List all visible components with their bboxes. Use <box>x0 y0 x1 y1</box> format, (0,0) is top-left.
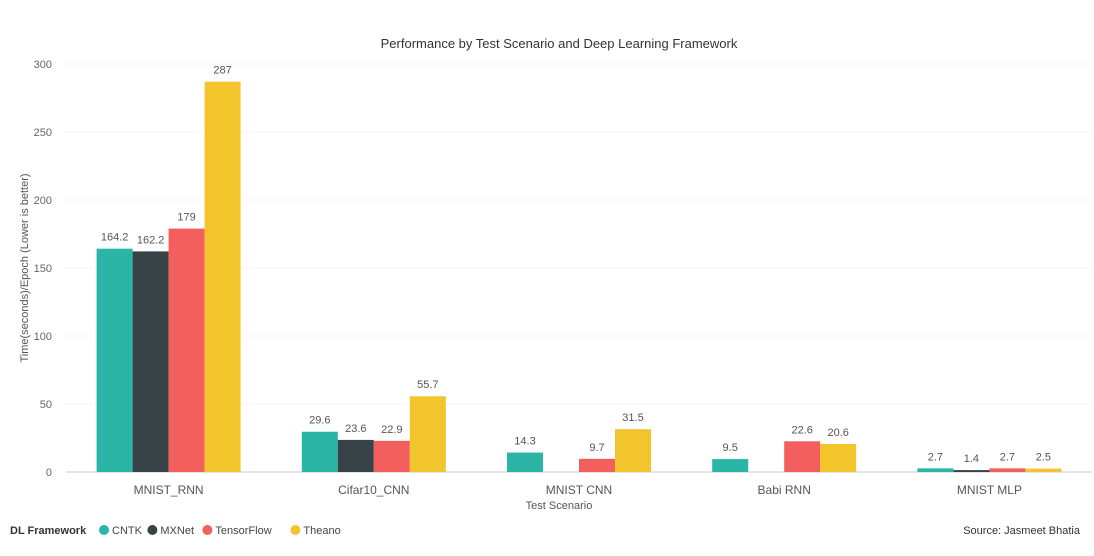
x-category-label: Babi RNN <box>758 483 811 497</box>
y-axis-ticks: 0 50 100 150 200 250 300 <box>34 59 52 479</box>
bar-cntk-0[interactable] <box>96 248 133 472</box>
source-note: Source: Jasmeet Bhatia <box>963 525 1081 537</box>
bar-theano-4[interactable] <box>1025 468 1062 472</box>
data-label: 287 <box>213 65 231 77</box>
y-tick-label: 300 <box>34 59 52 71</box>
legend-item-theano[interactable]: Theano <box>303 525 340 537</box>
x-axis-title: Test Scenario <box>526 500 593 512</box>
legend: DL Framework CNTK MXNet TensorFlow Theano <box>10 525 341 537</box>
legend-marker-tensorflow <box>202 525 213 535</box>
data-label: 9.5 <box>723 442 738 454</box>
data-label: 2.7 <box>928 451 943 463</box>
legend-item-mxnet[interactable]: MXNet <box>160 525 194 537</box>
legend-item-tensorflow[interactable]: TensorFlow <box>215 525 271 537</box>
bar-mxnet-4[interactable] <box>953 470 990 472</box>
data-labels: 164.2 162.2 179 287 29.6 23.6 22.9 55.7 14.3 9.7 3… <box>101 65 1051 465</box>
bar-mxnet-0[interactable] <box>132 251 169 472</box>
bar-cntk-4[interactable] <box>917 468 954 472</box>
legend-title: DL Framework <box>10 525 87 537</box>
x-axis-categories: MNIST_RNN Cifar10_CNN MNIST CNN Babi RNN MNI… <box>134 483 1022 497</box>
y-tick-label: 50 <box>40 399 52 411</box>
data-label: 162.2 <box>137 234 165 246</box>
data-label: 1.4 <box>964 453 979 465</box>
y-tick-label: 200 <box>34 195 52 207</box>
data-label: 20.6 <box>827 427 848 439</box>
bar-cntk-2[interactable] <box>507 452 543 472</box>
bar-mxnet-1[interactable] <box>337 439 374 472</box>
data-label: 2.7 <box>1000 451 1015 463</box>
chart-title: Performance by Test Scenario and Deep Le… <box>381 36 738 51</box>
legend-item-cntk[interactable]: CNTK <box>112 525 143 537</box>
data-label: 179 <box>177 212 195 224</box>
bar-tensorflow-2[interactable] <box>579 458 615 472</box>
data-label: 31.5 <box>622 412 643 424</box>
data-label: 9.7 <box>589 442 604 454</box>
data-label: 164.2 <box>101 232 129 244</box>
bar-theano-0[interactable] <box>204 81 241 473</box>
bars <box>96 81 1062 473</box>
data-label: 2.5 <box>1036 452 1051 464</box>
data-label: 22.9 <box>381 424 402 436</box>
bar-theano-1[interactable] <box>409 396 446 472</box>
y-tick-label: 250 <box>34 127 52 139</box>
x-category-label: MNIST_RNN <box>134 483 204 497</box>
data-label: 23.6 <box>345 423 366 435</box>
y-tick-label: 0 <box>46 467 52 479</box>
data-label: 14.3 <box>514 436 535 448</box>
bar-theano-3[interactable] <box>820 443 857 472</box>
legend-marker-cntk <box>99 525 109 535</box>
x-category-label: MNIST CNN <box>546 483 612 497</box>
data-label: 55.7 <box>417 379 438 391</box>
bar-tensorflow-4[interactable] <box>989 468 1026 472</box>
bar-theano-2[interactable] <box>615 429 651 472</box>
bar-cntk-3[interactable] <box>712 459 749 472</box>
bar-tensorflow-0[interactable] <box>168 228 205 472</box>
y-tick-label: 150 <box>34 263 52 275</box>
x-category-label: MNIST MLP <box>957 483 1022 497</box>
y-axis-title: Time(seconds)/Epoch (Lower is better) <box>19 173 31 362</box>
data-label: 22.6 <box>791 424 812 436</box>
legend-marker-mxnet <box>147 525 158 535</box>
bar-cntk-1[interactable] <box>301 431 338 472</box>
legend-marker-theano <box>290 525 301 535</box>
x-category-label: Cifar10_CNN <box>338 483 409 497</box>
bar-tensorflow-1[interactable] <box>373 440 410 472</box>
y-tick-label: 100 <box>34 331 52 343</box>
data-label: 29.6 <box>309 415 330 427</box>
bar-tensorflow-3[interactable] <box>784 441 821 472</box>
